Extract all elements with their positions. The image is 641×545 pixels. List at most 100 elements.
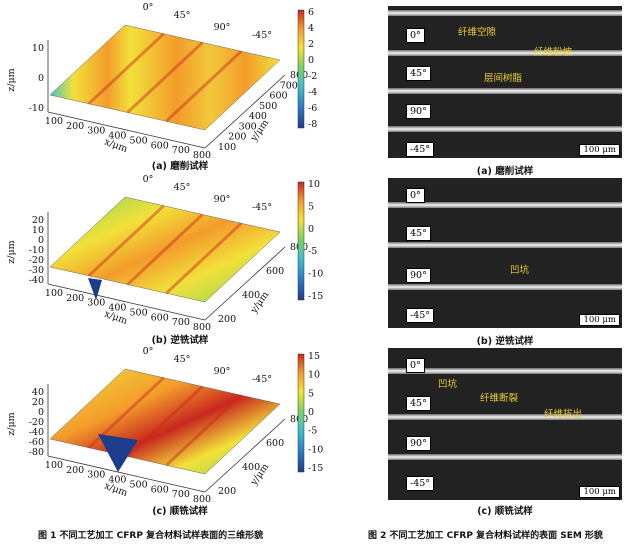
- y-tick-label: 200: [218, 486, 236, 497]
- colorbar-tick-label: 0: [308, 224, 314, 235]
- x-tick-label: 400: [108, 131, 126, 142]
- z-tick-label: -10: [29, 103, 44, 114]
- colorbar-tick-label: -5: [308, 426, 317, 437]
- panel-caption-b: (b) 逆铣试样: [476, 336, 534, 347]
- annotation: 纤维拔出: [544, 409, 583, 420]
- colorbar-tick-label: 6: [308, 7, 314, 18]
- x-tick-label: 500: [130, 479, 148, 490]
- ply-stripe: [165, 222, 243, 295]
- y-axis: [204, 74, 286, 149]
- surface: [49, 24, 281, 131]
- angle-label: 90°: [214, 366, 231, 377]
- colorbar-tick-label: -10: [308, 269, 323, 280]
- y-tick-label: 500: [259, 101, 277, 112]
- y-tick-label: 400: [249, 111, 267, 122]
- y-tick-label: 300: [239, 121, 257, 132]
- angle-label: 0°: [143, 174, 154, 185]
- x-tick-label: 700: [172, 145, 190, 156]
- panel-caption-b: (b) 逆铣试样: [151, 335, 209, 346]
- layer-label: -45°: [406, 308, 435, 323]
- x-tick-label: 100: [45, 460, 63, 471]
- z-tick-label: 20: [32, 397, 44, 408]
- z-tick-label: 0: [38, 235, 44, 246]
- ply-stripe: [87, 32, 165, 105]
- x-tick-label: 300: [87, 126, 105, 137]
- x-tick-label: 800: [193, 322, 211, 333]
- colorbar-tick-label: -6: [308, 103, 317, 114]
- panel-caption-a: (a) 磨削试样: [151, 161, 209, 172]
- y-tick-label: 200: [218, 314, 236, 325]
- x-axis: [47, 283, 206, 321]
- y-tick-label: 600: [269, 91, 287, 102]
- annotation: 层间树脂: [484, 73, 523, 84]
- angle-label: 45°: [174, 182, 191, 193]
- annotation: 凹坑: [510, 265, 530, 276]
- x-tick-label: 100: [45, 288, 63, 299]
- x-tick-label: 700: [172, 489, 190, 500]
- x-tick-label: 400: [108, 303, 126, 314]
- x-tick-label: 200: [66, 121, 84, 132]
- z-tick-label: -20: [29, 417, 44, 428]
- y-tick-label: 600: [266, 266, 284, 277]
- x-tick-label: 200: [66, 465, 84, 476]
- x-tick-label: 600: [151, 312, 169, 323]
- x-tick-label: 100: [45, 116, 63, 127]
- layer-label: -45°: [406, 476, 435, 491]
- z-tick-label: 0: [38, 73, 44, 84]
- colorbar-tick-label: -10: [308, 444, 323, 455]
- x-tick-label: 600: [151, 140, 169, 151]
- x-tick-label: 800: [193, 494, 211, 505]
- z-tick-label: 0: [38, 407, 44, 418]
- figure-1-caption: 图 1 不同工艺加工 CFRP 复合材料试样表面的三维形貌: [38, 531, 264, 541]
- ply-stripe: [165, 50, 243, 123]
- annotation: 纤维粉坡: [534, 47, 573, 58]
- z-tick-label: 40: [32, 387, 44, 398]
- colorbar: [297, 9, 305, 129]
- figure-2: 0° 45° 90° -45° 纤维空隙 纤维粉坡 层间树脂 100 μm (a…: [330, 0, 641, 545]
- scale-bar: 100 μm: [579, 314, 620, 326]
- angle-label: 90°: [214, 194, 231, 205]
- z-tick-label: -40: [29, 275, 44, 286]
- z-tick-label: 10: [32, 43, 44, 54]
- ply-stripe: [165, 394, 243, 467]
- z-tick-label: -40: [29, 427, 44, 438]
- figure-2-caption: 图 2 不同工艺加工 CFRP 复合材料试样的表面 SEM 形貌: [368, 531, 603, 541]
- angle-label: -45°: [252, 202, 272, 213]
- layer-label: 0°: [406, 188, 425, 203]
- angle-label: -45°: [252, 30, 272, 41]
- pit: [98, 434, 138, 472]
- colorbar-tick-label: 0: [308, 55, 314, 66]
- annotation: 纤维断裂: [480, 393, 519, 404]
- z-tick-label: 20: [32, 215, 44, 226]
- layer-label: 45°: [406, 226, 431, 241]
- colorbar-tick-label: 5: [308, 201, 314, 212]
- y-axis: [204, 418, 286, 493]
- z-tick-label: -10: [29, 245, 44, 256]
- sem-image-c: 0° 45° 90° -45° 凹坑 纤维断裂 纤维拔出 100 μm: [388, 348, 622, 500]
- figure-1: 10 0 -10 z/μm 100 200 300 400 500 600 700 800 x/μm 10…: [6, 2, 323, 541]
- colorbar-tick-label: 2: [308, 39, 314, 50]
- x-tick-label: 400: [108, 475, 126, 486]
- z-tick-label: -30: [29, 265, 44, 276]
- x-tick-label: 500: [130, 307, 148, 318]
- colorbar-tick-label: 5: [308, 388, 314, 399]
- y-tick-label: 600: [266, 438, 284, 449]
- layer-label: -45°: [406, 142, 435, 157]
- x-tick-label: 500: [130, 135, 148, 146]
- layer-label: 45°: [406, 396, 431, 411]
- x-tick-label: 300: [87, 298, 105, 309]
- x-axis: [47, 455, 206, 493]
- colorbar-tick-label: -8: [308, 119, 317, 130]
- layer-label: 90°: [406, 436, 431, 451]
- pit: [88, 278, 102, 300]
- colorbar-tick-label: 10: [308, 370, 320, 381]
- angle-label: 0°: [143, 346, 154, 357]
- colorbar-tick-label: -4: [308, 87, 317, 98]
- annotation: 凹坑: [438, 379, 458, 390]
- ply-stripe: [126, 41, 204, 114]
- z-tick-label: -20: [29, 255, 44, 266]
- layer-label: 0°: [406, 358, 425, 373]
